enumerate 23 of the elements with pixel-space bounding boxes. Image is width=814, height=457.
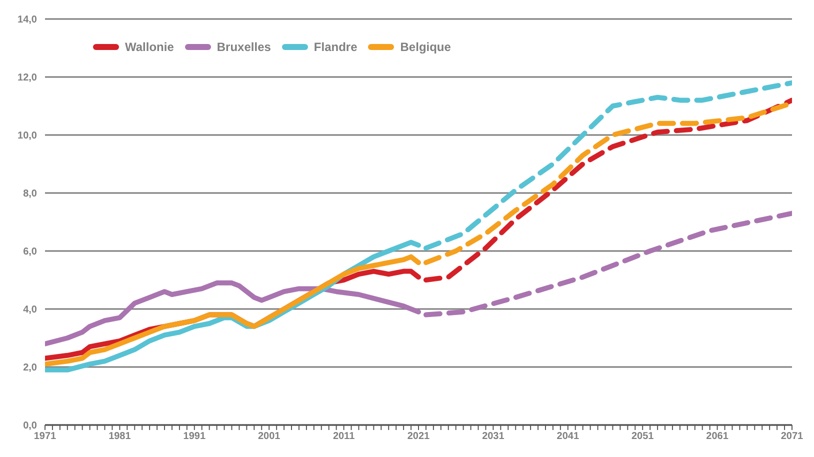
x-tick-label: 2001 [258, 431, 281, 442]
x-tick-label: 2031 [482, 431, 505, 442]
x-tick-label: 1981 [108, 431, 132, 442]
y-tick-label: 10,0 [18, 130, 38, 142]
y-tick-label: 8,0 [23, 188, 38, 200]
y-tick-label: 14,0 [18, 14, 38, 26]
x-tick-label: 1971 [34, 431, 57, 442]
x-tick-label: 2061 [706, 431, 729, 442]
y-tick-label: 12,0 [18, 72, 38, 84]
y-tick-label: 2,0 [23, 362, 38, 374]
y-tick-label: 0,0 [23, 420, 38, 432]
legend-label: Bruxelles [216, 40, 271, 54]
legend-label: Wallonie [125, 40, 174, 54]
x-tick-label: 2071 [780, 431, 804, 442]
x-tick-label: 1991 [183, 431, 206, 442]
x-tick-label: 2041 [556, 431, 580, 442]
legend-label: Flandre [314, 40, 358, 54]
x-tick-label: 2021 [407, 431, 430, 442]
legend-label: Belgique [400, 40, 451, 54]
y-tick-label: 6,0 [23, 246, 38, 258]
x-tick-label: 2051 [631, 431, 654, 442]
x-tick-label: 2011 [332, 431, 356, 442]
y-tick-label: 4,0 [23, 304, 38, 316]
